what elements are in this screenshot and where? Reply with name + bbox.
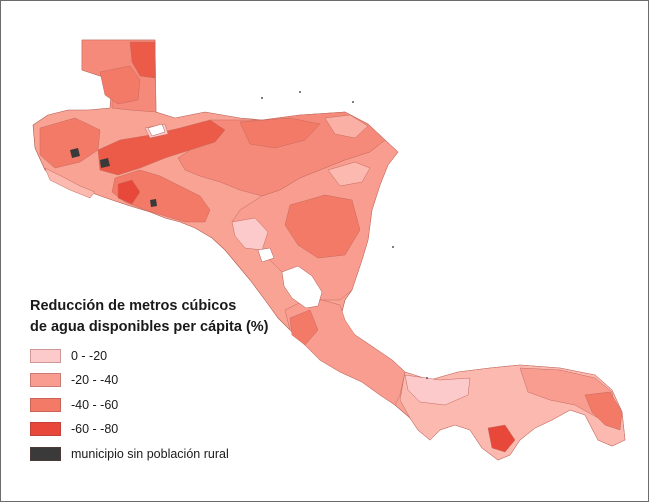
legend-label: -60 - -80 bbox=[71, 422, 119, 436]
legend-label: 0 - -20 bbox=[71, 348, 108, 363]
legend-swatch bbox=[30, 348, 61, 363]
legend-title-line2: de agua disponibles per cápita (%) bbox=[30, 319, 269, 335]
region-honduras-north-dark bbox=[239, 117, 321, 149]
legend-label: -40 - -60 bbox=[71, 397, 119, 412]
legend-swatch bbox=[30, 397, 61, 412]
legend-items: 0 - -20 -20 - -40 -40 - -60 -60 - -80 munici… bbox=[30, 348, 290, 461]
map-legend: Reducción de metros cúbicos de agua disp… bbox=[30, 296, 290, 471]
no-rural-municipality-3 bbox=[150, 199, 157, 207]
region-panama-south-dark bbox=[487, 424, 516, 453]
region-nicaragua-center-dark bbox=[284, 194, 361, 259]
legend-title-line1: Reducción de metros cúbicos bbox=[30, 298, 237, 314]
region-el-salvador-dark bbox=[117, 179, 141, 205]
legend-item: 0 - -20 bbox=[30, 348, 290, 363]
legend-item: -40 - -60 bbox=[30, 397, 290, 412]
island-5 bbox=[426, 377, 428, 379]
region-costa-rica-dark bbox=[289, 309, 319, 346]
lake-peten bbox=[147, 123, 166, 137]
region-honduras-pale bbox=[324, 114, 369, 139]
region-panama-darien bbox=[584, 391, 623, 431]
region-guatemala-coast bbox=[44, 167, 96, 199]
region-guatemala-west-light bbox=[39, 117, 101, 169]
no-rural-municipality-2 bbox=[100, 158, 110, 168]
legend-item: -20 - -40 bbox=[30, 373, 290, 388]
lake-managua bbox=[257, 247, 275, 263]
island-3 bbox=[352, 101, 354, 103]
island-2 bbox=[299, 91, 301, 93]
legend-item: municipio sin población rural bbox=[30, 446, 290, 461]
region-nicaragua-pale-2 bbox=[327, 161, 371, 187]
legend-swatch bbox=[30, 373, 61, 387]
region-panama-pale bbox=[404, 374, 471, 406]
legend-label: -20 - -40 bbox=[71, 373, 119, 387]
lake-nicaragua bbox=[281, 265, 323, 309]
island-4 bbox=[392, 246, 394, 248]
island-1 bbox=[261, 97, 263, 99]
region-peten-ne bbox=[129, 41, 156, 79]
no-rural-municipality-1 bbox=[70, 148, 80, 158]
legend-item: -60 - -80 bbox=[30, 422, 290, 437]
legend-title: Reducción de metros cúbicos de agua disp… bbox=[30, 296, 290, 338]
region-peten-mid bbox=[99, 65, 141, 105]
legend-swatch bbox=[30, 446, 61, 461]
region-el-salvador bbox=[111, 169, 211, 223]
legend-label: municipio sin población rural bbox=[71, 446, 229, 461]
legend-swatch bbox=[30, 422, 61, 436]
